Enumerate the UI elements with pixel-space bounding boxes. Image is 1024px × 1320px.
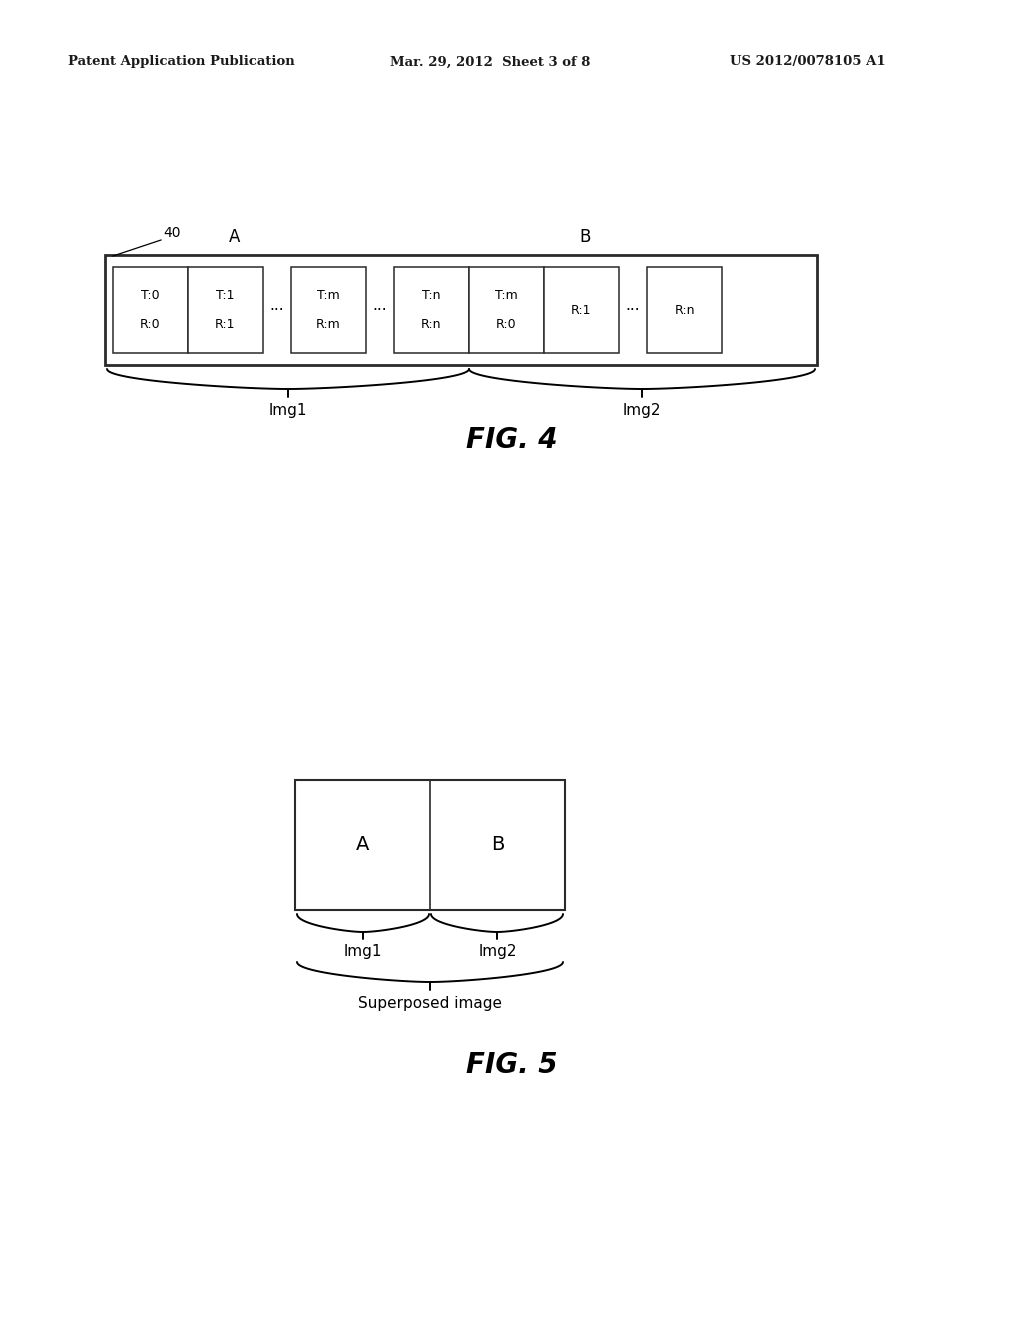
Text: T:1: T:1 bbox=[216, 289, 234, 302]
Text: T:m: T:m bbox=[496, 289, 518, 302]
Text: ···: ··· bbox=[626, 302, 640, 318]
Text: R:n: R:n bbox=[674, 304, 694, 317]
Text: US 2012/0078105 A1: US 2012/0078105 A1 bbox=[730, 55, 886, 69]
Text: lmg2: lmg2 bbox=[478, 944, 517, 960]
Text: R:1: R:1 bbox=[215, 318, 236, 331]
Bar bbox=[295, 780, 565, 909]
Bar bbox=[105, 255, 817, 366]
Text: B: B bbox=[580, 228, 591, 246]
Text: T:n: T:n bbox=[422, 289, 440, 302]
Text: R:1: R:1 bbox=[571, 304, 592, 317]
Text: R:m: R:m bbox=[316, 318, 341, 331]
Text: 40: 40 bbox=[163, 226, 180, 240]
Text: FIG. 5: FIG. 5 bbox=[466, 1051, 558, 1078]
Text: Patent Application Publication: Patent Application Publication bbox=[68, 55, 295, 69]
Bar bbox=[113, 267, 188, 352]
Bar bbox=[291, 267, 366, 352]
Text: B: B bbox=[490, 836, 504, 854]
Bar bbox=[647, 267, 722, 352]
Text: R:n: R:n bbox=[421, 318, 441, 331]
Text: ···: ··· bbox=[269, 302, 285, 318]
Bar bbox=[469, 267, 544, 352]
Text: ···: ··· bbox=[373, 302, 387, 318]
Text: A: A bbox=[229, 228, 241, 246]
Text: FIG. 4: FIG. 4 bbox=[466, 426, 558, 454]
Text: R:0: R:0 bbox=[497, 318, 517, 331]
Bar bbox=[394, 267, 469, 352]
Text: Mar. 29, 2012  Sheet 3 of 8: Mar. 29, 2012 Sheet 3 of 8 bbox=[390, 55, 591, 69]
Text: T:m: T:m bbox=[317, 289, 340, 302]
Text: lmg1: lmg1 bbox=[343, 944, 382, 960]
Text: A: A bbox=[355, 836, 370, 854]
Text: lmg1: lmg1 bbox=[268, 403, 307, 418]
Text: T:0: T:0 bbox=[141, 289, 160, 302]
Bar bbox=[188, 267, 263, 352]
Text: Superposed image: Superposed image bbox=[358, 997, 502, 1011]
Text: R:0: R:0 bbox=[140, 318, 161, 331]
Bar bbox=[544, 267, 618, 352]
Text: lmg2: lmg2 bbox=[623, 403, 662, 418]
